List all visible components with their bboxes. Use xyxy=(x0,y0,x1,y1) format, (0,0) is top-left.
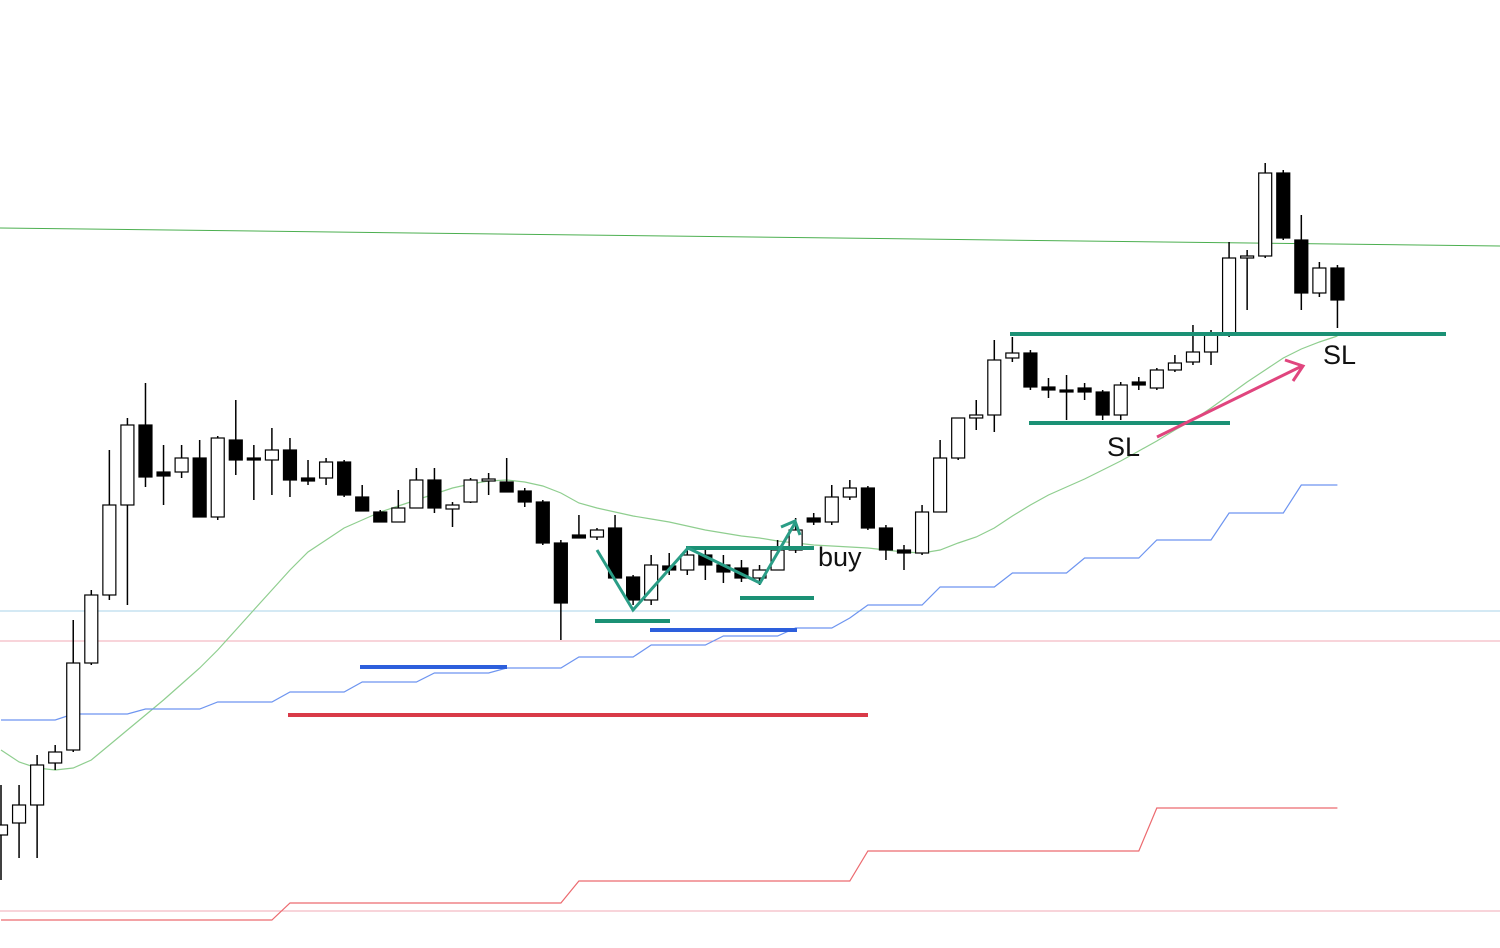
overlay-line xyxy=(1,807,1338,921)
overlay-line xyxy=(0,335,1338,771)
candle-body xyxy=(553,542,568,604)
candle-body xyxy=(282,449,298,481)
candle-body xyxy=(318,461,334,479)
candle-body xyxy=(1005,352,1020,359)
candle-body xyxy=(427,479,442,509)
annotation: SL xyxy=(1323,340,1356,370)
candle-body xyxy=(264,449,279,461)
candle-body xyxy=(0,824,9,836)
candle-body xyxy=(1294,239,1309,294)
candle-body xyxy=(192,457,207,518)
candle-body xyxy=(1330,267,1345,301)
candle-body xyxy=(228,439,243,461)
overlay-line xyxy=(1,484,1338,721)
candle-body xyxy=(1059,389,1074,393)
candle-body xyxy=(1167,362,1183,371)
candle-body xyxy=(1131,381,1146,386)
candle-body xyxy=(11,804,27,824)
candle-body xyxy=(680,554,695,571)
candle-body xyxy=(463,479,478,503)
candle-body xyxy=(1240,255,1255,259)
candle-body xyxy=(409,479,424,509)
trend-line xyxy=(0,227,1500,247)
candle-body xyxy=(1077,387,1092,393)
candle-body xyxy=(951,417,966,459)
candle-body xyxy=(987,359,1002,416)
candle-body xyxy=(625,576,641,601)
pattern-line xyxy=(595,522,797,613)
candle-body xyxy=(1041,386,1056,391)
candle-body xyxy=(1203,334,1219,353)
candle-body xyxy=(1149,369,1164,389)
arrow xyxy=(1156,364,1303,439)
candle-body xyxy=(824,496,839,523)
candle-body xyxy=(66,662,81,751)
candle-body xyxy=(1023,352,1038,388)
candle-body xyxy=(391,507,406,523)
candle-body xyxy=(914,511,930,554)
candle-body xyxy=(246,457,261,461)
candle-body xyxy=(156,471,171,477)
candle-body xyxy=(933,457,948,513)
candle-body xyxy=(842,487,857,498)
arrow-head xyxy=(1284,358,1306,382)
candle-body xyxy=(1113,384,1128,416)
candle-body xyxy=(373,511,388,523)
candle-body xyxy=(535,501,550,544)
candle-body xyxy=(445,504,460,510)
candle-body xyxy=(1258,172,1273,257)
candle-body xyxy=(1185,351,1201,363)
candle-body xyxy=(1095,391,1110,416)
candle-body xyxy=(300,477,316,482)
candle-body xyxy=(355,496,370,512)
annotation: SL xyxy=(1107,432,1140,462)
overlay-drawings: buy SL SL xyxy=(288,332,1446,717)
candle-body xyxy=(1312,267,1327,294)
candle-body xyxy=(969,414,984,419)
candle-body xyxy=(1221,257,1237,336)
candle-body xyxy=(30,764,45,806)
candle-body xyxy=(481,478,496,482)
candle-body xyxy=(589,529,605,538)
candle-body xyxy=(806,517,821,523)
candle-body xyxy=(896,549,912,554)
annotation: buy xyxy=(818,542,862,572)
candle-body xyxy=(571,534,587,539)
drawings xyxy=(0,227,1500,912)
candle-body xyxy=(1276,172,1291,239)
candle-body xyxy=(120,424,135,506)
candle-body xyxy=(174,457,189,473)
candle-body xyxy=(102,504,117,596)
candle-body xyxy=(499,481,514,493)
candle-body xyxy=(517,490,532,503)
arrow-head xyxy=(780,518,802,536)
candle-body xyxy=(860,487,875,529)
candle-body xyxy=(138,424,153,478)
candle-body xyxy=(48,751,63,764)
candle-body xyxy=(84,594,99,664)
candle-body xyxy=(878,527,894,551)
candle-body xyxy=(337,461,352,496)
candle-body xyxy=(210,437,225,518)
